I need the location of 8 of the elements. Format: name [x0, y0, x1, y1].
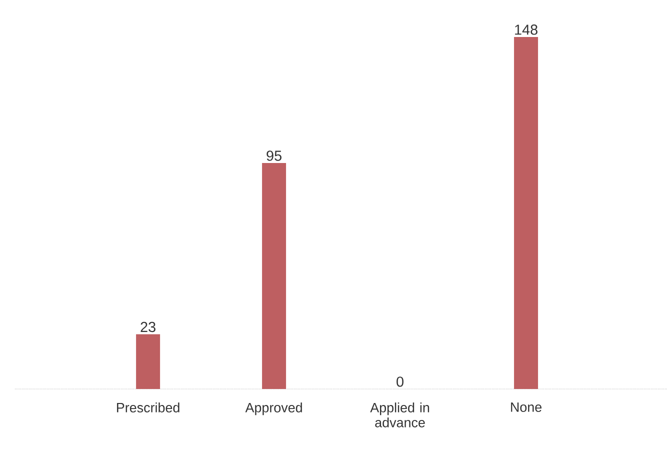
- data-label: 95: [266, 150, 282, 161]
- x-tick-label: None: [511, 402, 542, 412]
- x-tick-label: Approved: [245, 402, 302, 416]
- data-label: 148: [515, 24, 538, 35]
- x-tick-label: Applied in advance: [370, 402, 430, 428]
- data-label: 23: [140, 322, 156, 332]
- data-label: 0: [396, 376, 404, 387]
- x-tick-label: Prescribed: [117, 402, 180, 412]
